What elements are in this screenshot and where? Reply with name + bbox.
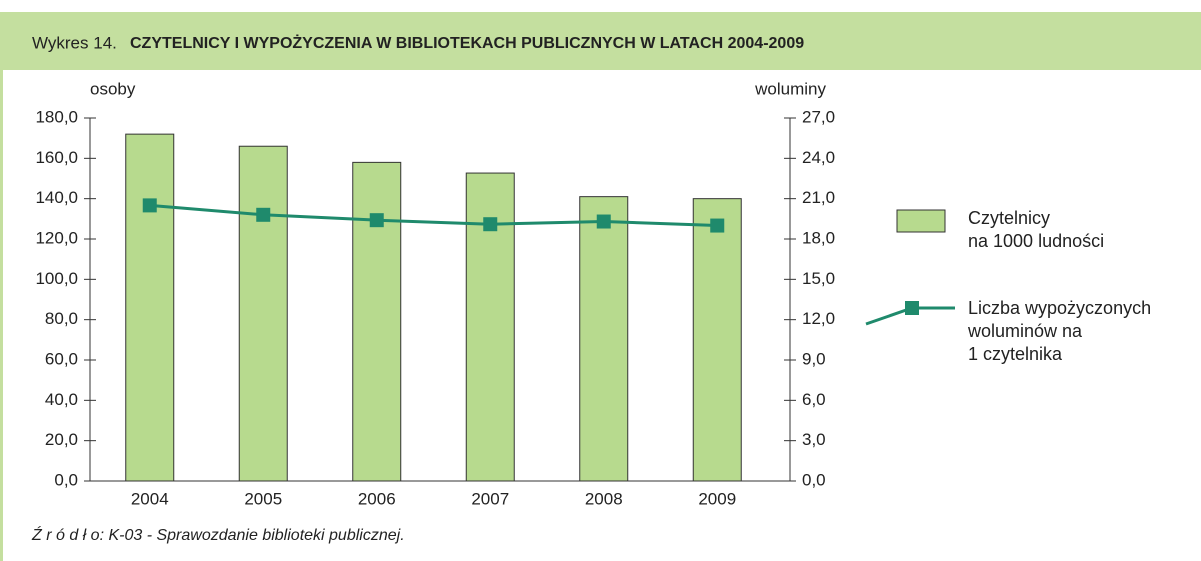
chart-title: CZYTELNICY I WYPOŻYCZENIA W BIBLIOTEKACH…	[130, 34, 804, 52]
legend-swatch	[896, 209, 946, 233]
x-tick-label: 2005	[244, 489, 282, 508]
y2-tick-label: 9,0	[802, 349, 826, 368]
bar	[125, 133, 175, 482]
y2-tick-label: 24,0	[802, 148, 835, 167]
legend-marker	[905, 301, 919, 315]
y-tick-label: 160,0	[35, 148, 78, 167]
line-marker	[483, 217, 498, 232]
source-note: Ź r ó d ł o: K-03 - Sprawozdanie bibliot…	[31, 525, 405, 544]
bar	[579, 196, 629, 482]
y2-axis-label: woluminy	[754, 79, 826, 98]
y-tick-label: 100,0	[35, 269, 78, 288]
header-band	[0, 12, 1201, 70]
line-marker	[596, 214, 611, 229]
x-tick-label: 2009	[698, 489, 736, 508]
y-tick-label: 80,0	[45, 309, 78, 328]
x-tick-label: 2007	[471, 489, 509, 508]
line-marker	[256, 207, 271, 222]
y-tick-label: 0,0	[54, 470, 78, 489]
y2-tick-label: 21,0	[802, 188, 835, 207]
y2-tick-label: 0,0	[802, 470, 826, 489]
title-prefix: Wykres 14.	[32, 33, 117, 52]
y-tick-label: 60,0	[45, 349, 78, 368]
y2-tick-label: 27,0	[802, 107, 835, 126]
y-tick-label: 40,0	[45, 390, 78, 409]
line-marker	[142, 198, 157, 213]
bar	[352, 161, 402, 482]
x-tick-label: 2004	[131, 489, 169, 508]
y2-tick-label: 3,0	[802, 430, 826, 449]
y-tick-label: 140,0	[35, 188, 78, 207]
y-axis-label: osoby	[90, 79, 136, 98]
y2-tick-label: 12,0	[802, 309, 835, 328]
bar	[692, 198, 742, 482]
y-tick-label: 180,0	[35, 107, 78, 126]
x-tick-label: 2006	[358, 489, 396, 508]
x-tick-label: 2008	[585, 489, 623, 508]
legend-label: Liczba wypożyczonych woluminów na 1 czyt…	[968, 298, 1152, 364]
y2-tick-label: 15,0	[802, 269, 835, 288]
bar	[238, 145, 288, 482]
line	[149, 203, 718, 228]
y-tick-label: 20,0	[45, 430, 78, 449]
y-tick-label: 120,0	[35, 228, 78, 247]
y2-tick-label: 18,0	[802, 228, 835, 247]
line-marker	[369, 213, 384, 228]
legend-label: Czytelnicy na 1000 ludności	[968, 208, 1105, 251]
left-border	[0, 12, 3, 561]
y2-tick-label: 6,0	[802, 390, 826, 409]
line-marker	[710, 218, 725, 233]
